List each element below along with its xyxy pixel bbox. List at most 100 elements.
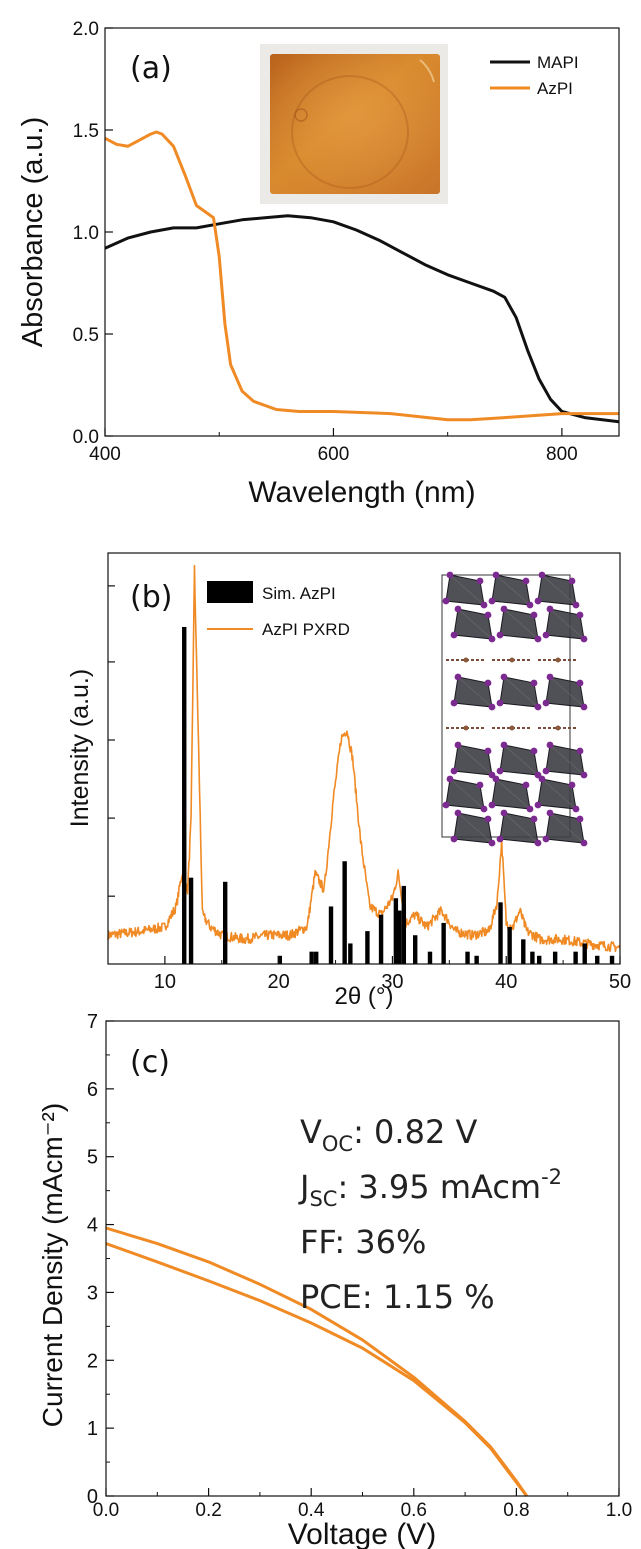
iodide-atom	[480, 805, 488, 813]
iodide-atom	[522, 781, 530, 789]
iodide-atom	[530, 815, 538, 823]
panel-label-a: (a)	[130, 51, 172, 86]
iodide-atom	[496, 835, 504, 843]
iodide-atom	[488, 703, 496, 711]
bar-sim-azpi	[465, 951, 470, 964]
iodide-atom	[576, 679, 584, 687]
x-tick-label: 0.6	[401, 1500, 427, 1521]
y-axis-title: Absorbance (a.u.)	[17, 117, 49, 348]
iodide-atom	[534, 597, 542, 605]
organic-cation-atom	[555, 657, 561, 663]
octahedron-edge	[503, 676, 539, 708]
series-line-azpi-pxrd	[107, 564, 621, 953]
iodide-atom	[500, 741, 508, 749]
octahedron-edge	[495, 574, 531, 606]
y-tick-label: 2	[87, 1350, 98, 1372]
bar-sim-azpi	[314, 951, 319, 964]
panel-c-jv-chart: 0.0 0.2 0.4 0.6 0.8 1.0 0 1 2 3 4 5 6 7 (c) VOC: 0.82…	[37, 1011, 632, 1549]
annotation-ff: FF: 36%	[300, 1223, 426, 1261]
x-tick-label: 400	[89, 444, 121, 465]
iodide-atom	[484, 815, 492, 823]
bar-sim-azpi	[441, 922, 446, 964]
inset-film-photo	[260, 44, 448, 204]
iodide-atom	[522, 577, 530, 585]
x-axis-title: 2θ (°)	[335, 983, 394, 1010]
y-axis-title: Intensity (a.u.)	[66, 669, 94, 827]
x-tick-label: 600	[318, 444, 350, 465]
octahedron-edge	[449, 574, 485, 606]
y-axis-title: Current Density (mAcm⁻²)	[37, 1103, 68, 1427]
jv-curve-0	[105, 1226, 528, 1497]
bar-sim-azpi	[582, 943, 587, 964]
octahedron-edge	[541, 574, 577, 606]
octahedron-edge	[549, 608, 585, 640]
annotation-voc-main: V	[300, 1113, 322, 1151]
annotation-jsc-main: J	[298, 1168, 309, 1206]
legend-label-azpi-pxrd: AzPI PXRD	[262, 620, 350, 639]
organic-cation-atom	[509, 657, 515, 663]
inset-crystal-structure	[441, 571, 588, 847]
organic-cation-atom	[463, 657, 469, 663]
iodide-atom	[492, 571, 500, 579]
iodide-atom	[546, 741, 554, 749]
iodide-atom	[576, 747, 584, 755]
x-tick-label: 0.0	[93, 1500, 119, 1521]
annotation-jsc-sup: -2	[541, 1165, 562, 1189]
octahedron-edge	[541, 778, 577, 810]
iodide-atom	[484, 611, 492, 619]
bar-sim-azpi	[401, 885, 407, 964]
iodide-atom	[442, 801, 450, 809]
bar-sim-azpi	[413, 935, 418, 964]
x-tick-label: 1.0	[606, 1500, 632, 1521]
y-tick-label: 2.0	[73, 19, 99, 40]
iodide-atom	[476, 781, 484, 789]
bar-sim-azpi	[397, 910, 402, 964]
iodide-atom	[572, 601, 580, 609]
iodide-atom	[450, 767, 458, 775]
x-tick-label: 0.4	[298, 1500, 325, 1521]
iodide-atom	[496, 767, 504, 775]
y-tick-label: 5	[87, 1147, 98, 1169]
iodide-atom	[484, 679, 492, 687]
legend-swatch-sim-azpi	[207, 581, 253, 603]
bar-sim-azpi	[609, 955, 615, 964]
annotation-voc: VOC: 0.82 V	[300, 1113, 477, 1156]
bar-sim-azpi	[507, 927, 512, 964]
x-tick-label: 10	[154, 971, 176, 993]
x-tick-label: 30	[381, 971, 403, 993]
iodide-atom	[492, 775, 500, 783]
octahedron-edge	[457, 608, 493, 640]
series-line-azpi	[104, 130, 619, 422]
annotation-jsc: JSC: 3.95 mAcm-2	[298, 1165, 562, 1211]
octahedron-edge	[457, 812, 493, 844]
organic-cation-atom	[509, 725, 515, 731]
bar-sim-azpi	[277, 955, 283, 964]
octahedron-edge	[549, 676, 585, 708]
octahedron-edge	[449, 778, 485, 810]
iodide-atom	[526, 805, 534, 813]
annotation-voc-sub: OC	[322, 1132, 353, 1156]
iodide-atom	[500, 673, 508, 681]
y-tick-label: 4	[87, 1215, 98, 1237]
iodide-atom	[576, 611, 584, 619]
bar-sim-azpi	[222, 881, 228, 964]
iodide-atom	[488, 597, 496, 605]
iodide-atom	[572, 805, 580, 813]
legend-label-azpi: AzPI	[537, 79, 573, 98]
octahedron-edge	[503, 812, 539, 844]
y-tick-label: 1	[87, 1418, 98, 1440]
y-tick-label: 1.5	[73, 121, 99, 142]
legend: MAPI AzPI	[490, 53, 579, 98]
metrics-annotation: VOC: 0.82 V JSC: 3.95 mAcm-2 FF: 36% PCE…	[298, 1113, 562, 1316]
iodide-atom	[546, 605, 554, 613]
bar-sim-azpi	[348, 943, 353, 964]
jv-curve-1	[105, 1242, 528, 1497]
iodide-atom	[530, 611, 538, 619]
iodide-atom	[546, 809, 554, 817]
octahedron-edge	[457, 744, 493, 776]
iodide-atom	[542, 767, 550, 775]
bar-sim-azpi	[328, 906, 334, 964]
iodide-atom	[454, 809, 462, 817]
bar-sim-azpi	[365, 931, 370, 964]
